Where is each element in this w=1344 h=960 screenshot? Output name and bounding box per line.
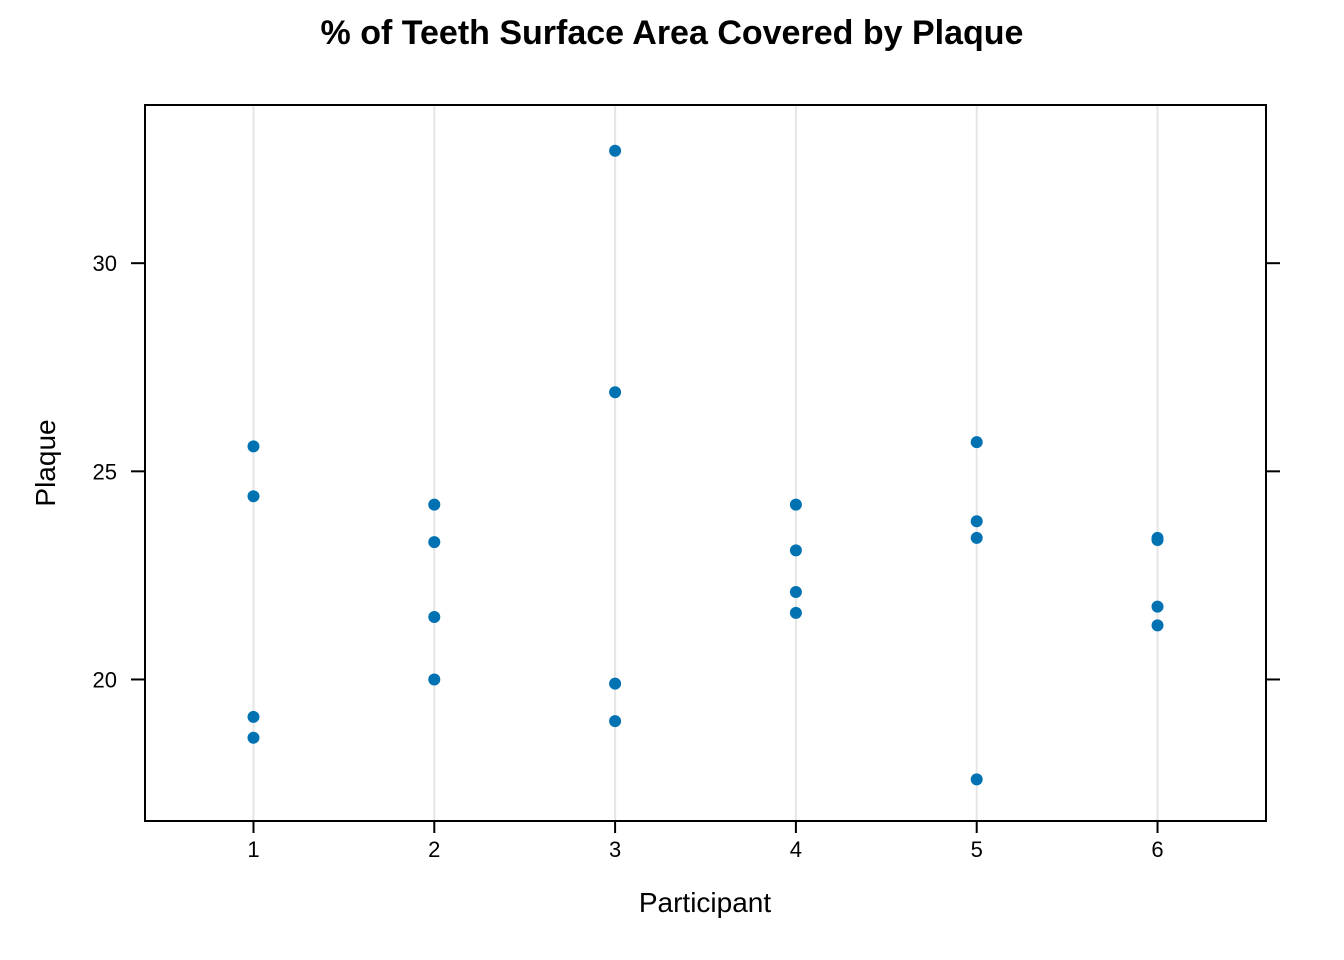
- data-point-22: [1151, 534, 1164, 547]
- data-point-23: [1151, 600, 1164, 613]
- data-point-5: [428, 498, 441, 511]
- data-point-1: [247, 440, 260, 453]
- data-point-19: [970, 531, 983, 544]
- data-point-10: [609, 386, 622, 399]
- data-point-24: [1151, 619, 1164, 632]
- x-tick-label-6: 6: [1151, 837, 1163, 862]
- data-point-14: [789, 544, 802, 557]
- vertical-gridlines: [252, 105, 1159, 821]
- data-point-8: [428, 673, 441, 686]
- x-tick-label-2: 2: [428, 837, 440, 862]
- x-axis: 1 2 3 4 5 6: [247, 821, 1164, 862]
- y-tick-label-25: 25: [93, 459, 117, 484]
- data-point-4: [247, 731, 260, 744]
- data-point-13: [789, 498, 802, 511]
- y-tick-label-30: 30: [93, 251, 117, 276]
- data-point-16: [789, 606, 802, 619]
- y-axis-label: Plaque: [30, 419, 61, 506]
- y-tick-label-20: 20: [93, 667, 117, 692]
- y-axis: 20 25 30: [93, 251, 1280, 692]
- data-points: [247, 144, 1164, 786]
- data-point-9: [609, 144, 622, 157]
- data-point-3: [247, 710, 260, 723]
- data-point-7: [428, 611, 441, 624]
- data-point-12: [609, 715, 622, 728]
- data-point-6: [428, 536, 441, 549]
- plot-panel-border: [144, 104, 1267, 822]
- x-tick-label-1: 1: [247, 837, 259, 862]
- data-point-20: [970, 773, 983, 786]
- data-point-17: [970, 436, 983, 449]
- chart-title: % of Teeth Surface Area Covered by Plaqu…: [321, 14, 1024, 52]
- x-tick-label-5: 5: [971, 837, 983, 862]
- x-tick-label-3: 3: [609, 837, 621, 862]
- data-point-18: [970, 515, 983, 528]
- x-tick-label-4: 4: [790, 837, 802, 862]
- data-point-2: [247, 490, 260, 503]
- x-axis-label: Participant: [639, 887, 772, 918]
- data-point-11: [609, 677, 622, 690]
- data-point-15: [789, 586, 802, 599]
